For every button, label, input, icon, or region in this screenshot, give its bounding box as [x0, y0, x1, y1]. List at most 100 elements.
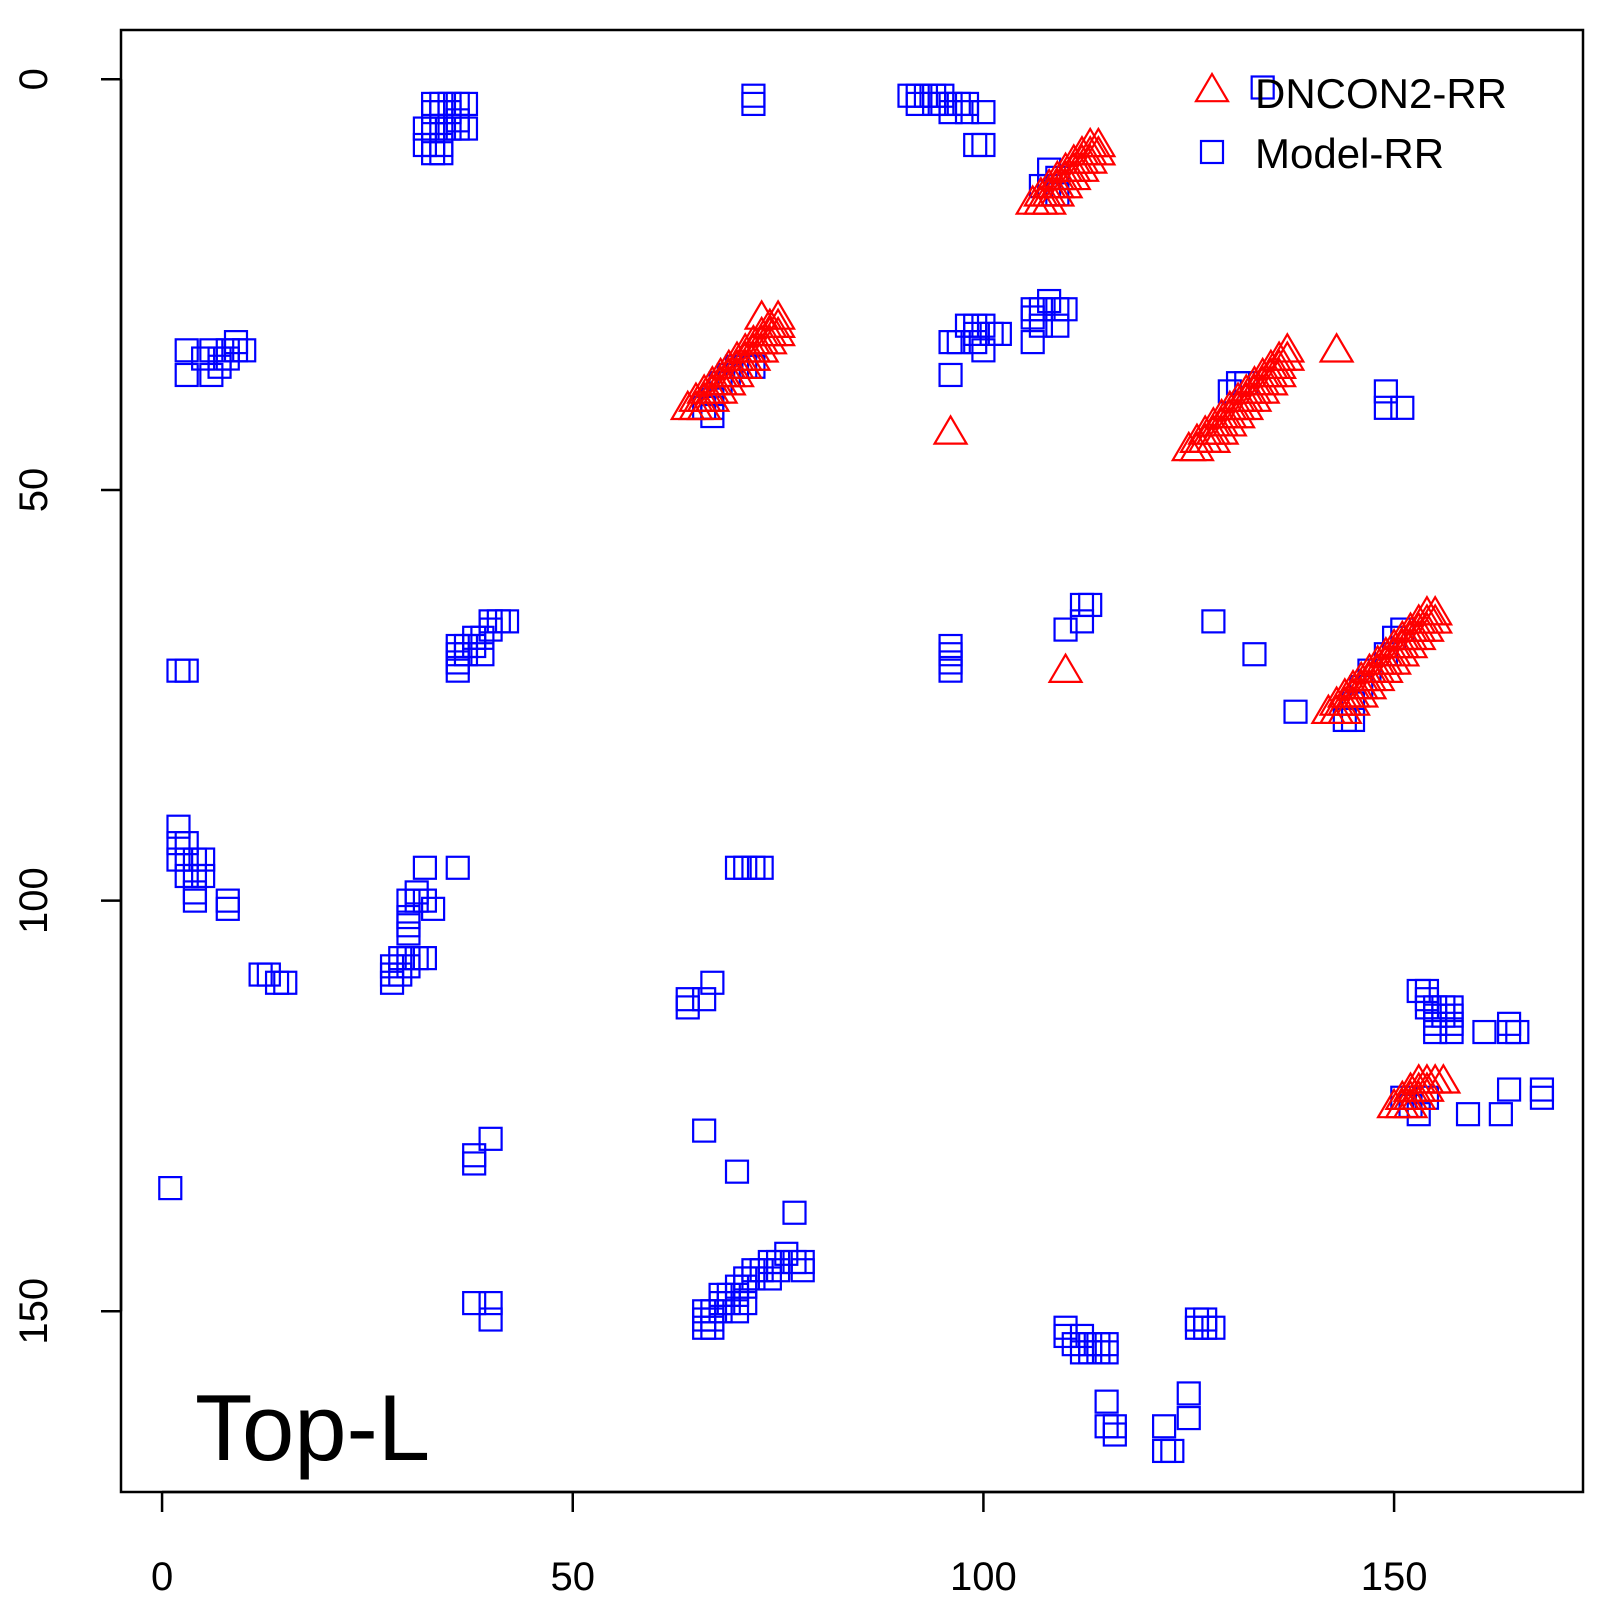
x-tick-label: 0 — [151, 1555, 173, 1599]
square-point — [979, 321, 1004, 346]
square-point — [782, 1200, 807, 1225]
square-point — [1078, 1340, 1103, 1365]
square-point — [946, 330, 971, 355]
square-point — [1045, 297, 1070, 322]
square-point — [437, 116, 462, 141]
square-point — [938, 633, 963, 659]
square-point — [421, 896, 446, 921]
square-point — [946, 91, 971, 117]
square-point — [708, 1290, 733, 1316]
square-point — [1094, 1332, 1119, 1357]
square-point — [388, 962, 413, 987]
square-point — [182, 888, 208, 913]
square-point — [1069, 1323, 1095, 1349]
square-point — [1193, 1307, 1218, 1332]
triangle-point — [1072, 143, 1109, 174]
triangle-point — [1220, 397, 1256, 429]
series-dncon2-rr — [669, 126, 1462, 1119]
square-point — [404, 880, 429, 905]
square-point — [700, 1315, 725, 1340]
square-point — [207, 346, 232, 371]
square-point — [478, 609, 503, 634]
triangle-point — [1326, 693, 1363, 725]
square-point — [1505, 1019, 1530, 1045]
square-point — [396, 954, 421, 979]
square-point — [963, 132, 988, 158]
square-point — [1184, 1315, 1210, 1340]
triangle-point — [1203, 414, 1240, 445]
square-point — [733, 1274, 758, 1299]
square-point — [453, 642, 479, 667]
square-point — [223, 338, 249, 363]
square-point — [1045, 313, 1070, 338]
triangle-point — [1351, 668, 1388, 700]
square-point — [708, 1299, 733, 1324]
triangle-point — [1335, 685, 1371, 716]
square-point — [1414, 995, 1440, 1020]
square-point — [445, 658, 470, 683]
triangle-point — [1425, 1063, 1462, 1094]
legend-label-dncon2-rr: DNCON2-RR — [1255, 70, 1507, 117]
triangle-point — [1318, 332, 1355, 363]
square-point — [757, 1249, 782, 1275]
square-point — [429, 141, 454, 166]
triangle-point — [1195, 422, 1232, 453]
square-point — [1406, 978, 1431, 1004]
square-point — [692, 1118, 717, 1143]
triangle-point — [1392, 1087, 1429, 1119]
square-point — [396, 913, 421, 938]
square-point — [1184, 1307, 1210, 1332]
square-point — [429, 91, 454, 117]
square-point — [1020, 297, 1045, 322]
square-point — [1037, 288, 1062, 314]
square-point — [396, 921, 421, 946]
square-point — [174, 847, 199, 872]
square-point — [470, 642, 495, 667]
square-point — [782, 1249, 807, 1275]
triangle-point — [760, 307, 797, 338]
square-point — [905, 91, 930, 117]
square-point — [1102, 1422, 1127, 1447]
square-point — [494, 609, 520, 634]
square-point — [716, 1290, 741, 1316]
square-point — [1431, 1003, 1456, 1028]
square-point — [445, 642, 470, 667]
square-point — [1431, 995, 1456, 1020]
triangle-point — [1228, 389, 1265, 421]
square-point — [248, 962, 273, 987]
square-point — [741, 91, 766, 117]
triangle-point — [694, 381, 731, 412]
square-point — [174, 362, 199, 388]
square-point — [1439, 1011, 1464, 1036]
square-point — [1160, 1438, 1185, 1464]
legend-square-marker — [1199, 139, 1225, 165]
square-point — [404, 888, 429, 913]
square-point — [971, 100, 996, 125]
square-point — [191, 863, 216, 889]
square-point — [379, 970, 405, 995]
square-point — [692, 1315, 717, 1340]
square-point — [741, 855, 766, 880]
square-point — [1020, 330, 1045, 355]
square-point — [445, 650, 470, 675]
square-point — [938, 362, 963, 388]
square-point — [215, 896, 240, 921]
square-point — [1423, 1003, 1448, 1028]
square-point — [700, 970, 725, 995]
square-point — [388, 946, 413, 971]
square-point — [1152, 1438, 1177, 1464]
square-point — [412, 116, 437, 141]
square-point — [379, 962, 405, 987]
triangle-point — [1359, 660, 1396, 692]
square-point — [421, 116, 446, 141]
square-point — [174, 658, 199, 683]
x-tick-label: 100 — [950, 1555, 1017, 1599]
square-point — [437, 91, 462, 117]
square-point — [182, 863, 208, 889]
square-point — [445, 116, 470, 141]
legend: DNCON2-RR Model-RR — [1194, 70, 1507, 177]
square-point — [1086, 1340, 1111, 1365]
square-point — [1193, 1315, 1218, 1340]
triangle-point — [1400, 1079, 1437, 1111]
y-tick-label: 150 — [12, 1278, 56, 1345]
